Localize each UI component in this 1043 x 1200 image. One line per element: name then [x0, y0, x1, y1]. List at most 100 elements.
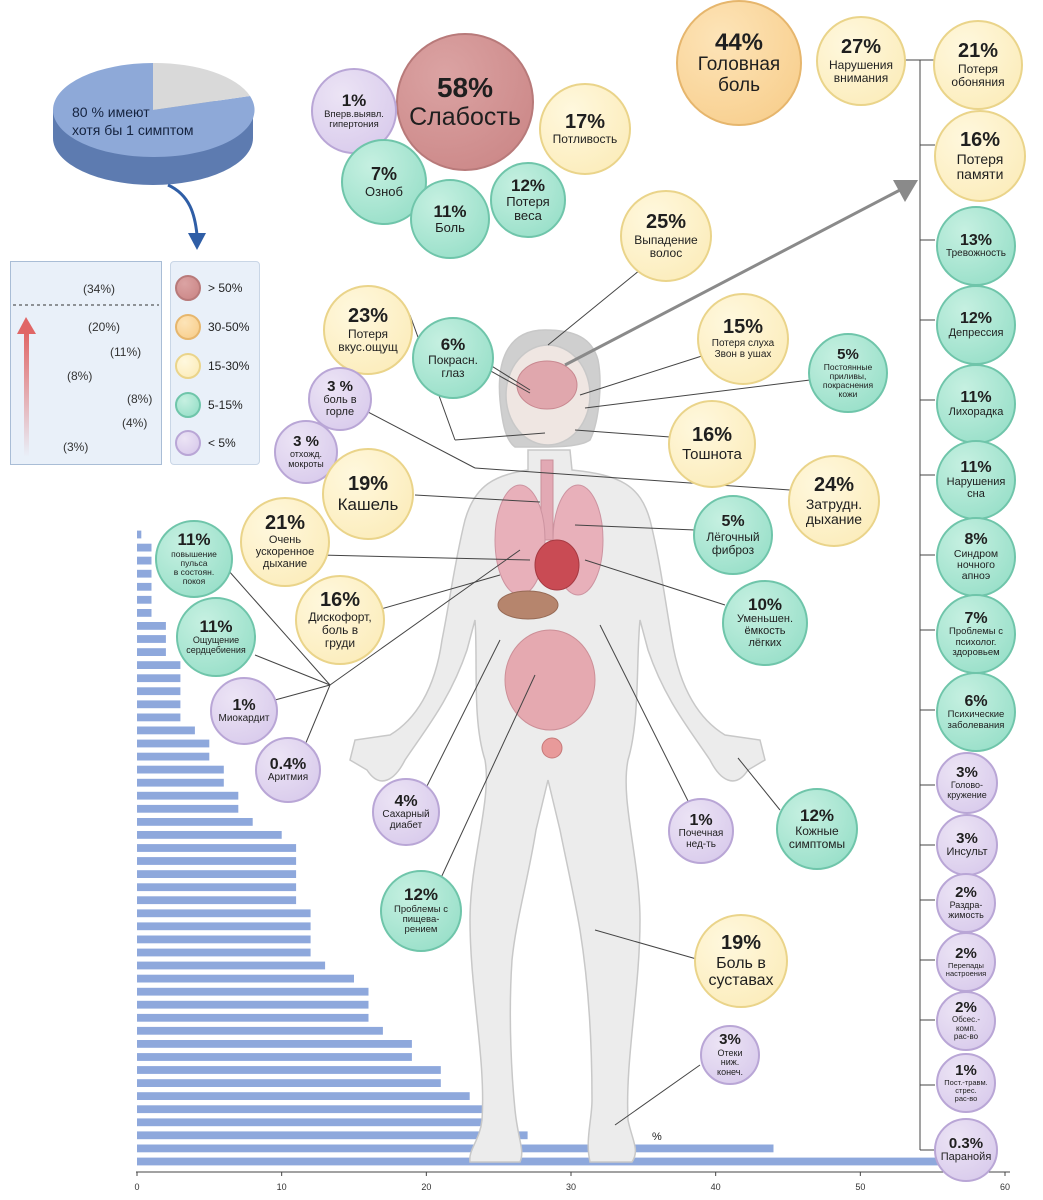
- bar: [137, 1118, 499, 1127]
- chart-unit-label: %: [652, 1131, 662, 1143]
- bubble-percent: 0.4%: [269, 755, 307, 773]
- bubble-percent: 12%: [510, 175, 546, 195]
- bar: [137, 818, 253, 826]
- bubble-label: Выпадение волос: [634, 232, 698, 260]
- legend-label: 30-50%: [208, 320, 250, 334]
- bar: [137, 1157, 977, 1166]
- bubble-label: Дискофорт, боль в груди: [308, 610, 372, 651]
- bar: [137, 1040, 412, 1048]
- bar: [137, 739, 210, 748]
- legend-label: 5-15%: [208, 398, 243, 412]
- bubble-memory-loss: 16% Потеря памяти: [934, 110, 1026, 202]
- bar: [137, 909, 311, 918]
- bar: [137, 530, 142, 539]
- bubble-label: Обсес.- комп. рас-во: [951, 1015, 981, 1042]
- bubble-cough: 19% Кашель: [322, 448, 414, 540]
- bubble-nausea: 16% Тошнота: [668, 400, 756, 488]
- bar: [137, 844, 297, 852]
- bar: [137, 1053, 412, 1061]
- bubble-weight-loss: 12% Потеря веса: [490, 162, 566, 238]
- bubble-percent: 7%: [964, 609, 988, 627]
- bubble-percent: 11%: [177, 530, 211, 550]
- pie-down-arrow: [167, 183, 199, 236]
- bubble-label: Потеря веса: [506, 194, 550, 224]
- bubble-percent: 11%: [199, 617, 233, 637]
- bar: [137, 922, 311, 931]
- bubble-label: Покрасн. глаз: [428, 353, 478, 381]
- bubble-first-hypertension: 1% Вперв.выявл. гипертония: [311, 68, 397, 154]
- bubble-label: Сахарный диабет: [382, 808, 430, 831]
- bar: [137, 700, 181, 709]
- bubble-headache: 44% Головная боль: [676, 0, 802, 126]
- bubble-resting-heart-rate: 11% повышение пульса в состоян. покоя: [155, 520, 233, 598]
- bar: [137, 661, 181, 669]
- bar: [137, 674, 181, 683]
- legend-label: < 5%: [208, 436, 236, 450]
- bubble-label: боль в горле: [323, 394, 357, 419]
- bubble-label: Уменьшен. ёмкость лёгких: [736, 613, 794, 650]
- bubble-red-eyes: 6% Покрасн. глаз: [412, 317, 494, 399]
- bubble-dyspnea: 24% Затрудн. дыхание: [788, 455, 880, 547]
- x-tick-label: 40: [711, 1182, 721, 1192]
- bubble-stroke: 3% Инсульт: [936, 814, 998, 876]
- bubble-percent: 2%: [955, 998, 977, 1016]
- bubble-label: Слабость: [409, 102, 521, 131]
- bubble-percent: 4%: [394, 792, 418, 810]
- bubble-label: Голово- кружение: [947, 780, 987, 801]
- bubble-chest-pain: 16% Дискофорт, боль в груди: [295, 575, 385, 665]
- bubble-label: Раздра- жимость: [948, 900, 984, 921]
- bar: [137, 556, 152, 565]
- bar: [137, 948, 311, 957]
- scale-value-1: (34%): [83, 282, 116, 296]
- bar: [137, 752, 210, 761]
- x-tick-label: 50: [855, 1182, 865, 1192]
- bubble-attention: 27% Нарушения внимания: [816, 16, 906, 106]
- bubble-percent: 3%: [956, 764, 978, 782]
- bubble-label: Отеки ниж. конеч.: [717, 1047, 743, 1077]
- bar: [137, 1131, 528, 1140]
- bubble-percent: 27%: [840, 36, 882, 59]
- bubble-depression: 12% Депрессия: [936, 285, 1016, 365]
- legend-swatch-red: [175, 275, 201, 301]
- bubble-label: Синдром ночного апноэ: [953, 547, 999, 583]
- bubble-label: Паранойя: [940, 1151, 992, 1164]
- bubble-kidney: 1% Почечная нед-ть: [668, 798, 734, 864]
- bar: [137, 687, 181, 696]
- color-legend: > 50% 30-50% 15-30% 5-15% < 5%: [170, 261, 260, 465]
- bubble-tachypnea: 21% Очень ускоренное дыхание: [240, 497, 330, 587]
- x-tick-label: 30: [566, 1182, 576, 1192]
- bubble-percent: 17%: [564, 110, 606, 133]
- bubble-label: Перепады настроения: [945, 961, 987, 979]
- bubble-percent: 2%: [955, 884, 977, 902]
- bubble-mental-disease: 6% Психические заболевания: [936, 672, 1016, 752]
- bubble-percent: 15%: [722, 316, 764, 339]
- bubble-percent: 21%: [264, 512, 306, 535]
- scale-value-4: (8%): [67, 369, 93, 383]
- bubble-label: Инсульт: [946, 846, 988, 859]
- level-scale-panel: (34%) (20%) (11%) (8%) (8%) (4%) (3%): [10, 261, 162, 465]
- bars-group: [137, 530, 977, 1166]
- bubble-percent: 7%: [370, 164, 397, 185]
- bubble-percent: 21%: [957, 40, 999, 63]
- bubble-percent: 3%: [956, 829, 978, 847]
- bubble-label: Миокардит: [218, 713, 270, 725]
- x-tick-label: 10: [277, 1182, 287, 1192]
- legend-swatch-green: [175, 392, 201, 418]
- legend-swatch-orange: [175, 314, 201, 340]
- bubble-fever: 11% Лихорадка: [936, 364, 1016, 444]
- bubble-label: Затрудн. дыхание: [805, 495, 863, 527]
- bubble-label: Нарушения внимания: [828, 57, 893, 85]
- bubble-label: отхожд. мокроты: [288, 449, 324, 470]
- bubble-label: Кашель: [337, 494, 399, 514]
- bubble-weakness: 58% Слабость: [396, 33, 534, 171]
- bubble-lung-capacity: 10% Уменьшен. ёмкость лёгких: [722, 580, 808, 666]
- bubble-percent: 3 %: [327, 378, 353, 396]
- bubble-percent: 19%: [347, 473, 389, 496]
- bar: [137, 1079, 441, 1087]
- bubble-percent: 6%: [440, 334, 466, 354]
- scale-value-6: (4%): [122, 416, 148, 430]
- scale-value-2: (20%): [88, 320, 121, 334]
- bubble-label: Постоянные приливы, покраснения кожи: [822, 361, 874, 400]
- bubble-percent: 11%: [960, 389, 992, 407]
